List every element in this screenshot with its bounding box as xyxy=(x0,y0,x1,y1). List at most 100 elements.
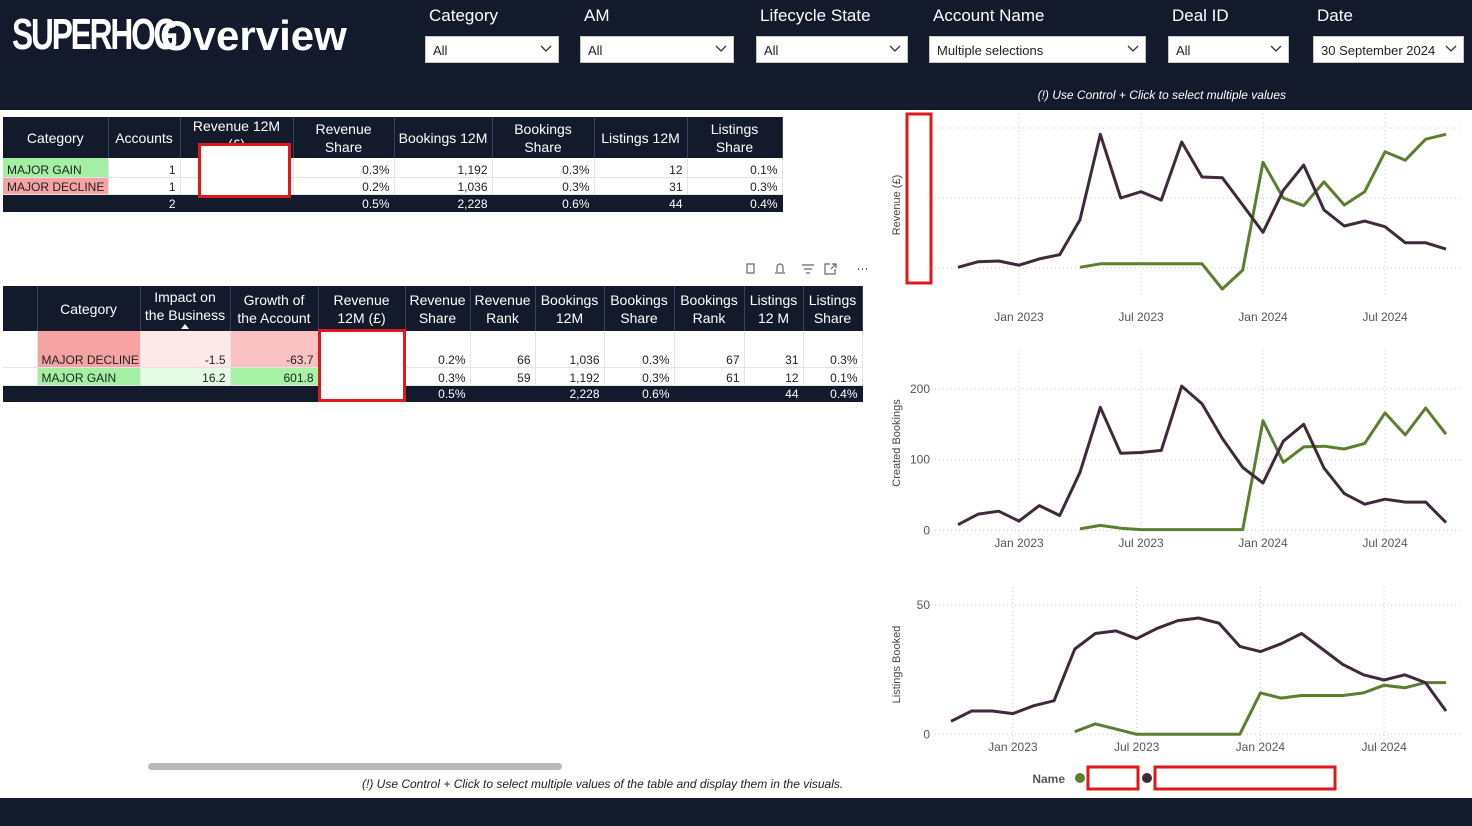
column-header[interactable]: Listings 12M xyxy=(594,117,688,158)
series-line xyxy=(1079,132,1447,291)
footnote: (!) Use Control + Click to select multip… xyxy=(362,777,844,791)
y-tick-label: 0 xyxy=(923,523,930,537)
cell: 0.1% xyxy=(803,367,863,386)
y-axis-label: Listings Booked xyxy=(891,626,903,704)
cell: -1.5 xyxy=(140,331,231,368)
category-cell: MAJOR GAIN xyxy=(37,367,141,386)
page-title: Overview xyxy=(160,12,347,59)
column-header[interactable]: Revenue 12M (£) xyxy=(318,286,406,331)
cell: 67 xyxy=(674,331,745,368)
cell: 61 xyxy=(674,367,745,386)
column-header[interactable]: Bookings Share xyxy=(492,117,595,158)
column-header[interactable]: Category xyxy=(3,117,109,158)
redaction xyxy=(318,329,406,402)
scrollbar[interactable] xyxy=(148,763,562,770)
redaction xyxy=(198,143,291,198)
cell: 0.3% xyxy=(293,158,395,178)
focus-icon[interactable] xyxy=(824,263,837,275)
column-header[interactable]: Bookings 12M xyxy=(394,117,493,158)
y-axis-label: Created Bookings xyxy=(891,399,903,487)
filter-dropdown[interactable]: All xyxy=(1168,36,1289,63)
filter-label: Category xyxy=(429,6,498,25)
cell xyxy=(3,331,38,368)
column-header[interactable]: Growth of the Account xyxy=(230,286,319,331)
data-row[interactable]: MAJOR GAIN 1 0.3% 1,192 0.3% 12 0.1% xyxy=(3,158,783,178)
redaction xyxy=(1153,765,1337,791)
redaction xyxy=(905,112,933,285)
filter-value: All xyxy=(1176,43,1191,58)
series-line xyxy=(957,384,1448,527)
cell: 44 xyxy=(744,385,804,402)
column-header[interactable]: Listings Share xyxy=(803,286,863,331)
filter-dropdown[interactable]: Multiple selections xyxy=(929,36,1146,63)
column-header[interactable]: Bookings 12M xyxy=(535,286,605,331)
filter-label: Deal ID xyxy=(1172,6,1229,25)
alert-icon[interactable] xyxy=(775,263,785,274)
legend-title: Name xyxy=(1032,772,1065,786)
series-line xyxy=(950,616,1448,723)
cell: -63.7 xyxy=(230,331,319,368)
category-cell xyxy=(37,385,141,402)
legend-marker[interactable] xyxy=(1142,773,1152,783)
filter-icon[interactable] xyxy=(802,264,814,274)
header-cell xyxy=(3,286,38,331)
filter-label: AM xyxy=(584,6,610,25)
legend-marker[interactable] xyxy=(1075,773,1085,783)
cell: 0.3% xyxy=(803,331,863,368)
column-header[interactable]: Accounts xyxy=(108,117,181,158)
column-header[interactable]: Revenue Share xyxy=(293,117,395,158)
chevron xyxy=(715,45,727,52)
column-header[interactable]: Revenue Share xyxy=(405,286,471,331)
cell: 44 xyxy=(594,194,688,212)
column-header[interactable]: Bookings Rank xyxy=(674,286,745,331)
cell: 0.3% xyxy=(405,367,471,386)
cell: 0.2% xyxy=(293,177,395,195)
cell: 0.4% xyxy=(803,385,863,402)
filter-value: Multiple selections xyxy=(937,43,1044,58)
cell xyxy=(180,194,294,212)
column-header[interactable]: Bookings Share xyxy=(604,286,675,331)
cell xyxy=(674,385,745,402)
filter-dropdown[interactable]: All xyxy=(756,36,908,63)
data-row[interactable]: MAJOR GAIN 16.2 601.8 0.3% 59 1,192 0.3% 61 12 0.… xyxy=(3,367,863,386)
filter-dropdown[interactable]: 30 September 2024 xyxy=(1313,36,1464,63)
cell: 0.6% xyxy=(492,194,595,212)
column-header[interactable]: Impact on the Business xyxy=(140,286,231,331)
y-axis-label: Revenue (£) xyxy=(891,175,903,236)
data-row[interactable]: MAJOR DECLINE 1 0.2% 1,036 0.3% 31 0.3% xyxy=(3,177,783,195)
column-header[interactable]: Category xyxy=(37,286,141,331)
x-tick-label: Jan 2023 xyxy=(988,740,1038,754)
cell: 31 xyxy=(744,331,804,368)
column-header[interactable]: Revenue Rank xyxy=(470,286,536,331)
x-tick-label: Jul 2023 xyxy=(1118,536,1164,550)
copy-icon[interactable] xyxy=(746,263,755,274)
cell xyxy=(140,385,231,402)
filter-dropdown[interactable]: All xyxy=(580,36,734,63)
x-tick-label: Jul 2024 xyxy=(1361,740,1407,754)
chevron xyxy=(1127,45,1139,52)
x-tick-label: Jan 2024 xyxy=(1238,310,1288,324)
column-header[interactable]: Listings Share xyxy=(687,117,783,158)
cell xyxy=(470,385,536,402)
chevron xyxy=(540,45,552,52)
filter-dropdown[interactable]: All xyxy=(425,36,559,63)
x-tick-label: Jul 2024 xyxy=(1362,536,1408,550)
cell: 2,228 xyxy=(394,194,493,212)
y-tick-label: 0 xyxy=(923,727,930,741)
x-tick-label: Jul 2023 xyxy=(1118,310,1164,324)
cell: 59 xyxy=(470,367,536,386)
data-row[interactable]: MAJOR DECLINE -1.5 -63.7 0.2% 66 1,036 0.3% 67 3… xyxy=(3,331,863,368)
logo: SUPERHOG xyxy=(12,10,178,59)
filter-label: Lifecycle State xyxy=(760,6,871,25)
column-header[interactable]: Listings 12 M xyxy=(744,286,804,331)
filter-value: All xyxy=(588,43,603,58)
filter-value: All xyxy=(433,43,448,58)
cell: 2 xyxy=(108,194,181,212)
y-tick-label: 200 xyxy=(910,382,930,396)
cell: 1,036 xyxy=(535,331,605,368)
category-cell: MAJOR GAIN xyxy=(3,158,109,178)
category-cell xyxy=(3,194,109,212)
x-tick-label: Jul 2023 xyxy=(1114,740,1160,754)
